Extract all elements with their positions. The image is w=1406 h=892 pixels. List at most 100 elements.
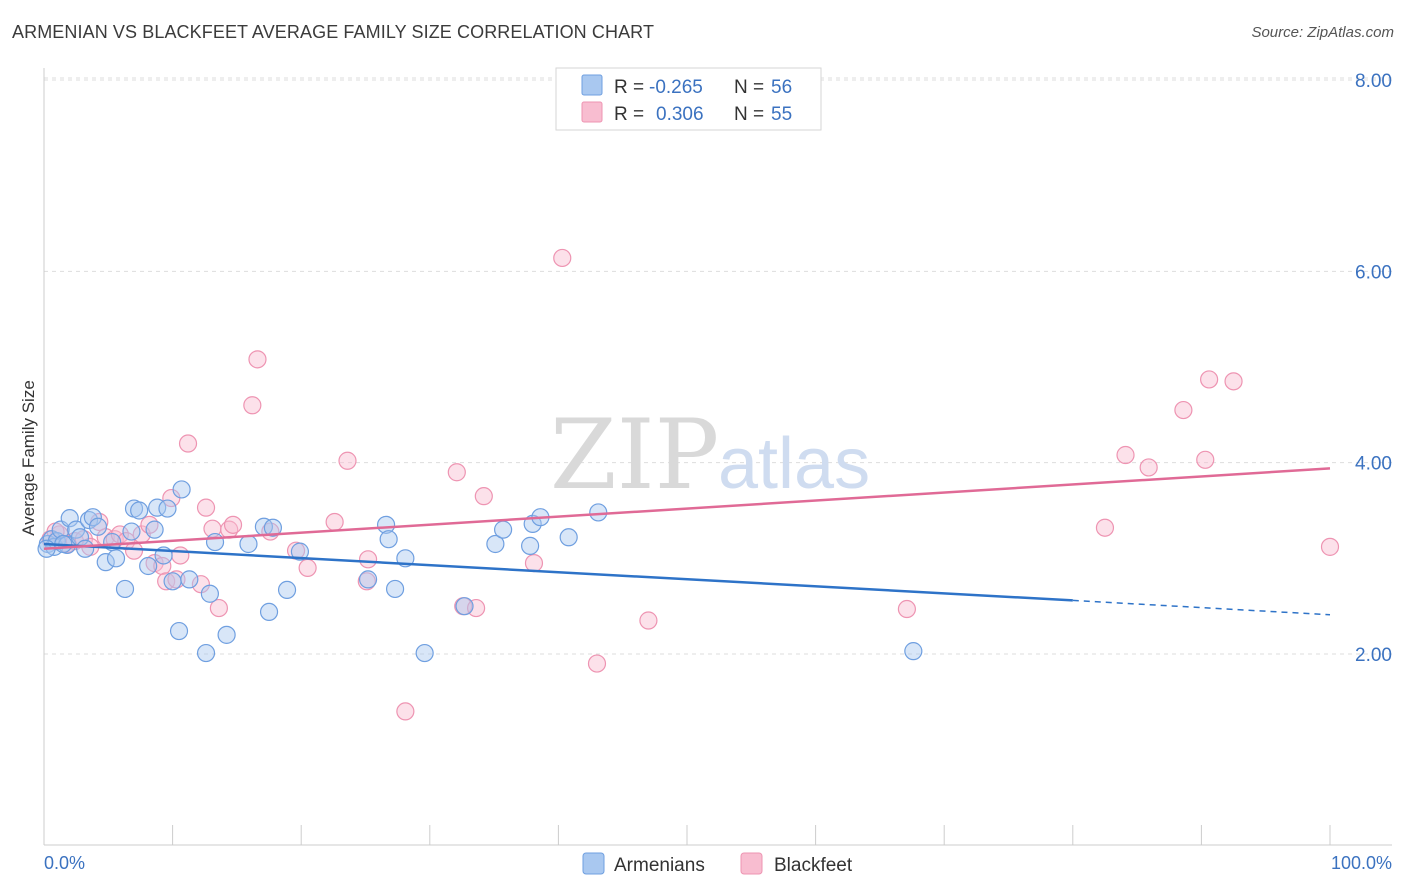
blackfeet-point	[1174, 400, 1193, 420]
blackfeet-point	[524, 554, 544, 573]
armenians-point	[180, 570, 199, 589]
x-tick-label-start: 0.0%	[44, 853, 85, 873]
legend-bottom-blackfeet: Blackfeet	[774, 855, 853, 876]
armenians-point	[290, 542, 310, 561]
armenians-point	[76, 539, 95, 558]
legend-r-value-2: 0.306	[656, 104, 704, 125]
source-label: Source: ZipAtlas.com	[1251, 24, 1394, 41]
y-tick-label: 6.00	[1355, 262, 1392, 283]
blackfeet-point	[1139, 458, 1158, 477]
y-axis-label: Average Family Size	[19, 380, 38, 536]
armenians-points	[37, 480, 923, 663]
y-tick-label: 4.00	[1355, 454, 1392, 475]
armenians-point	[904, 642, 923, 661]
legend-r-label-1: R =	[614, 77, 644, 98]
legend-bottom-armenians: Armenians	[614, 855, 705, 876]
y-tick-label: 8.00	[1355, 71, 1392, 92]
x-tick-labels: 0.0% 100.0%	[44, 853, 1392, 873]
legend-n-value-2: 55	[771, 104, 792, 125]
blackfeet-point	[587, 654, 607, 673]
blackfeet-point	[553, 248, 572, 268]
armenians-point	[83, 508, 102, 527]
axes	[43, 68, 1392, 846]
armenians-point	[200, 584, 219, 603]
armenians-point	[88, 517, 108, 536]
armenians-trend-extension	[1072, 599, 1331, 616]
armenians-point	[106, 549, 126, 568]
blackfeet-point	[358, 550, 378, 569]
legend-n-value-1: 56	[771, 77, 792, 98]
blackfeet-point	[196, 498, 216, 517]
armenians-point	[163, 572, 182, 591]
blackfeet-point	[223, 515, 243, 534]
blackfeet-point	[396, 702, 415, 721]
legend-n-label-2: N =	[734, 104, 764, 125]
armenians-point	[415, 643, 434, 663]
blackfeet-point	[466, 598, 486, 618]
blackfeet-point	[338, 451, 357, 470]
blackfeet-point	[474, 487, 493, 506]
watermark-atlas: atlas	[718, 424, 870, 504]
armenians-point	[217, 625, 236, 644]
armenians-point	[145, 520, 164, 539]
blackfeet-point	[171, 546, 190, 565]
legend-top: R = -0.265 N = 56 R = 0.306 N = 55	[555, 67, 822, 131]
legend-bottom-swatch-armenians	[582, 852, 605, 875]
armenians-point	[130, 501, 149, 520]
armenians-point	[455, 597, 474, 616]
armenians-point	[494, 520, 513, 539]
armenians-point	[169, 621, 189, 641]
blackfeet-point	[897, 599, 917, 619]
x-tick-label-end: 100.0%	[1331, 853, 1392, 873]
grid-lines	[44, 77, 1392, 655]
armenians-point	[205, 532, 225, 552]
armenians-point	[122, 522, 141, 541]
armenians-point	[60, 509, 79, 528]
legend-bottom-swatch-blackfeet	[740, 852, 763, 875]
armenians-point	[263, 518, 283, 537]
blackfeet-point	[209, 598, 228, 618]
blackfeet-point	[1095, 518, 1115, 537]
blackfeet-point	[1320, 537, 1340, 556]
blackfeet-point	[447, 463, 466, 482]
blackfeet-point	[639, 611, 658, 630]
armenians-point	[358, 570, 378, 589]
blackfeet-point	[1196, 450, 1215, 469]
armenians-point	[486, 534, 505, 554]
blackfeet-point	[248, 350, 267, 369]
legend-bottom: Armenians Blackfeet	[582, 852, 853, 876]
trend-lines	[43, 467, 1331, 616]
armenians-point	[115, 579, 135, 599]
chart-title: ARMENIAN VS BLACKFEET AVERAGE FAMILY SIZ…	[12, 22, 655, 42]
y-tick-label: 2.00	[1355, 645, 1392, 666]
legend-swatch-armenians	[581, 74, 603, 96]
watermark-zip: ZIP	[550, 399, 719, 511]
blackfeet-point	[1200, 370, 1219, 389]
legend-n-label-1: N =	[734, 77, 764, 98]
armenians-point	[385, 579, 405, 599]
armenians-point	[239, 534, 258, 554]
legend-r-value-1: -0.265	[649, 77, 703, 98]
armenians-point	[589, 503, 608, 522]
armenians-point	[196, 643, 216, 663]
legend-swatch-blackfeet	[581, 101, 603, 123]
blackfeet-point	[1116, 445, 1135, 465]
armenians-point	[172, 480, 191, 499]
armenians-point	[521, 536, 540, 555]
armenians-point	[96, 553, 115, 572]
armenians-point	[259, 602, 279, 622]
armenians-point	[139, 556, 158, 576]
blackfeet-point	[243, 396, 262, 415]
armenians-point	[559, 528, 578, 547]
blackfeet-point	[298, 558, 317, 578]
armenians-point	[379, 530, 398, 549]
y-tick-labels: 2.00 4.00 6.00 8.00	[1355, 71, 1392, 666]
armenians-point	[158, 499, 177, 518]
legend-r-label-2: R =	[614, 104, 644, 125]
blackfeet-point	[178, 434, 198, 453]
armenians-trend-line	[43, 542, 1073, 602]
armenians-point	[277, 580, 297, 600]
blackfeet-trend-line	[43, 467, 1331, 551]
blackfeet-point	[1224, 372, 1243, 391]
